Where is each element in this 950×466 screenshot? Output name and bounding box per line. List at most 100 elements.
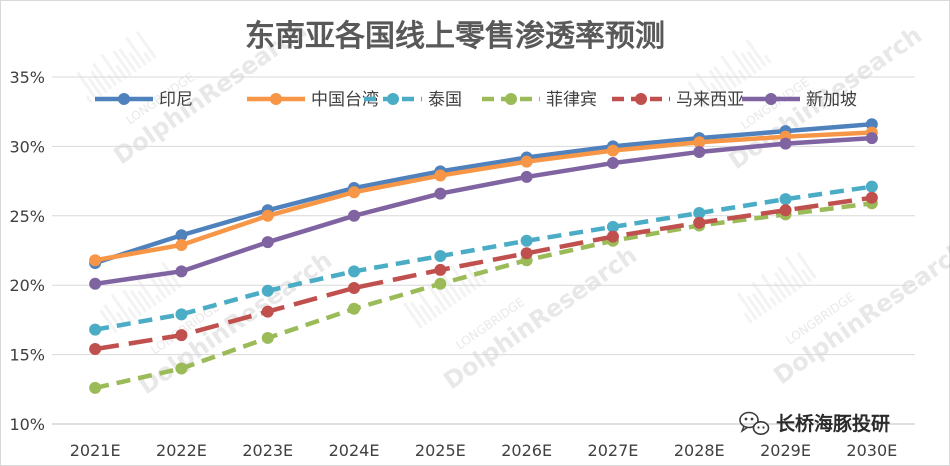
- data-point: [348, 209, 361, 222]
- legend-swatch-marker: [635, 93, 647, 105]
- x-tick-label: 2022E: [156, 441, 207, 460]
- watermark-bar: [76, 71, 98, 101]
- data-point: [175, 329, 188, 342]
- watermark-bar: [85, 95, 93, 104]
- watermark-bar: [746, 295, 763, 317]
- watermark-bar: [743, 312, 753, 324]
- data-point: [175, 362, 188, 375]
- data-point: [606, 157, 619, 170]
- watermark-bar: [463, 262, 482, 288]
- data-point: [434, 187, 447, 200]
- data-point: [89, 277, 102, 290]
- data-point: [89, 381, 102, 394]
- data-point: [434, 169, 447, 182]
- watermark-bar: [740, 52, 757, 75]
- watermark-bar: [156, 276, 172, 296]
- x-tick-label: 2030E: [846, 441, 897, 460]
- watermark-bar: [434, 304, 443, 315]
- watermark-bar: [403, 302, 423, 329]
- x-tick-label: 2029E: [760, 441, 811, 460]
- legend-item: 印尼: [95, 90, 193, 110]
- watermark-bar: [99, 309, 118, 334]
- data-point: [175, 238, 188, 251]
- watermark-bar: [440, 282, 458, 305]
- legend-swatch-marker: [765, 93, 777, 105]
- x-tick-label: 2023E: [242, 441, 293, 460]
- data-point: [434, 263, 447, 276]
- y-tick-label: 25%: [9, 207, 45, 226]
- legend-label: 马来西亚: [676, 90, 744, 110]
- x-tick-label: 2021E: [70, 441, 121, 460]
- watermark-bar: [127, 306, 138, 320]
- series-5: [89, 132, 878, 290]
- watermark-bar: [441, 273, 463, 302]
- series-line: [94, 121, 873, 266]
- watermark-bar: [784, 256, 807, 286]
- data-point: [175, 229, 188, 242]
- legend-label: 中国台湾: [311, 90, 379, 110]
- watermark-bar: [409, 301, 428, 326]
- watermark-bar: [695, 72, 718, 102]
- data-point: [261, 209, 274, 222]
- x-tick-label: 2028E: [674, 441, 725, 460]
- series-line: [94, 201, 873, 391]
- data-point: [261, 331, 274, 344]
- data-point: [606, 220, 619, 233]
- series-3: [89, 197, 878, 394]
- x-tick-label: 2025E: [415, 441, 466, 460]
- data-point: [348, 281, 361, 294]
- data-point: [434, 277, 447, 290]
- data-point: [779, 193, 792, 206]
- watermark-bar: [87, 77, 103, 97]
- watermark-bar: [777, 266, 797, 293]
- data-point: [865, 180, 878, 193]
- data-point: [693, 216, 706, 229]
- data-point: [89, 254, 102, 267]
- data-point: [693, 136, 706, 149]
- data-point: [779, 204, 792, 217]
- watermark-bar: [128, 51, 142, 70]
- data-point: [348, 265, 361, 278]
- brand-label: 长桥海豚投研: [776, 412, 890, 435]
- legend-label: 印尼: [159, 90, 193, 110]
- watermark-bar: [724, 71, 738, 88]
- watermark-bar: [745, 38, 767, 68]
- data-point: [175, 265, 188, 278]
- legend-label: 新加坡: [806, 90, 857, 110]
- watermark-bar: [773, 272, 793, 297]
- brand-badge: 长桥海豚投研: [739, 411, 890, 435]
- watermark-bar: [751, 281, 773, 310]
- gridlines: [52, 76, 915, 425]
- watermark-bar: [713, 66, 733, 92]
- legend: 印尼 中国台湾 泰国 菲律宾 马来西亚 新加坡: [95, 90, 857, 110]
- legend-label: 菲律宾: [546, 90, 597, 110]
- watermark-bar: [426, 283, 448, 312]
- watermark-bar: [90, 70, 108, 94]
- watermark-bar: [763, 54, 772, 64]
- watermark-bar: [769, 296, 778, 307]
- series-2: [89, 180, 878, 336]
- watermark-bar: [92, 62, 113, 90]
- x-tick-label: 2024E: [329, 441, 380, 460]
- watermark-bar: [751, 292, 768, 314]
- y-tick-label: 15%: [9, 346, 45, 365]
- series-4: [89, 191, 878, 356]
- wechat-icon: [739, 411, 770, 435]
- series-line: [94, 195, 873, 352]
- data-point: [606, 230, 619, 243]
- data-point: [348, 302, 361, 315]
- data-point: [89, 343, 102, 356]
- watermark-bar: [436, 287, 453, 308]
- watermark-bar: [100, 53, 123, 83]
- watermark-bar: [137, 290, 153, 310]
- watermark-bar: [731, 50, 752, 78]
- y-tick-label: 30%: [9, 137, 45, 156]
- watermark-bar: [110, 293, 133, 324]
- watermark-bar: [463, 274, 477, 291]
- legend-item: 泰国: [364, 90, 462, 110]
- series-layer: [89, 118, 878, 394]
- watermark-bar: [122, 289, 143, 317]
